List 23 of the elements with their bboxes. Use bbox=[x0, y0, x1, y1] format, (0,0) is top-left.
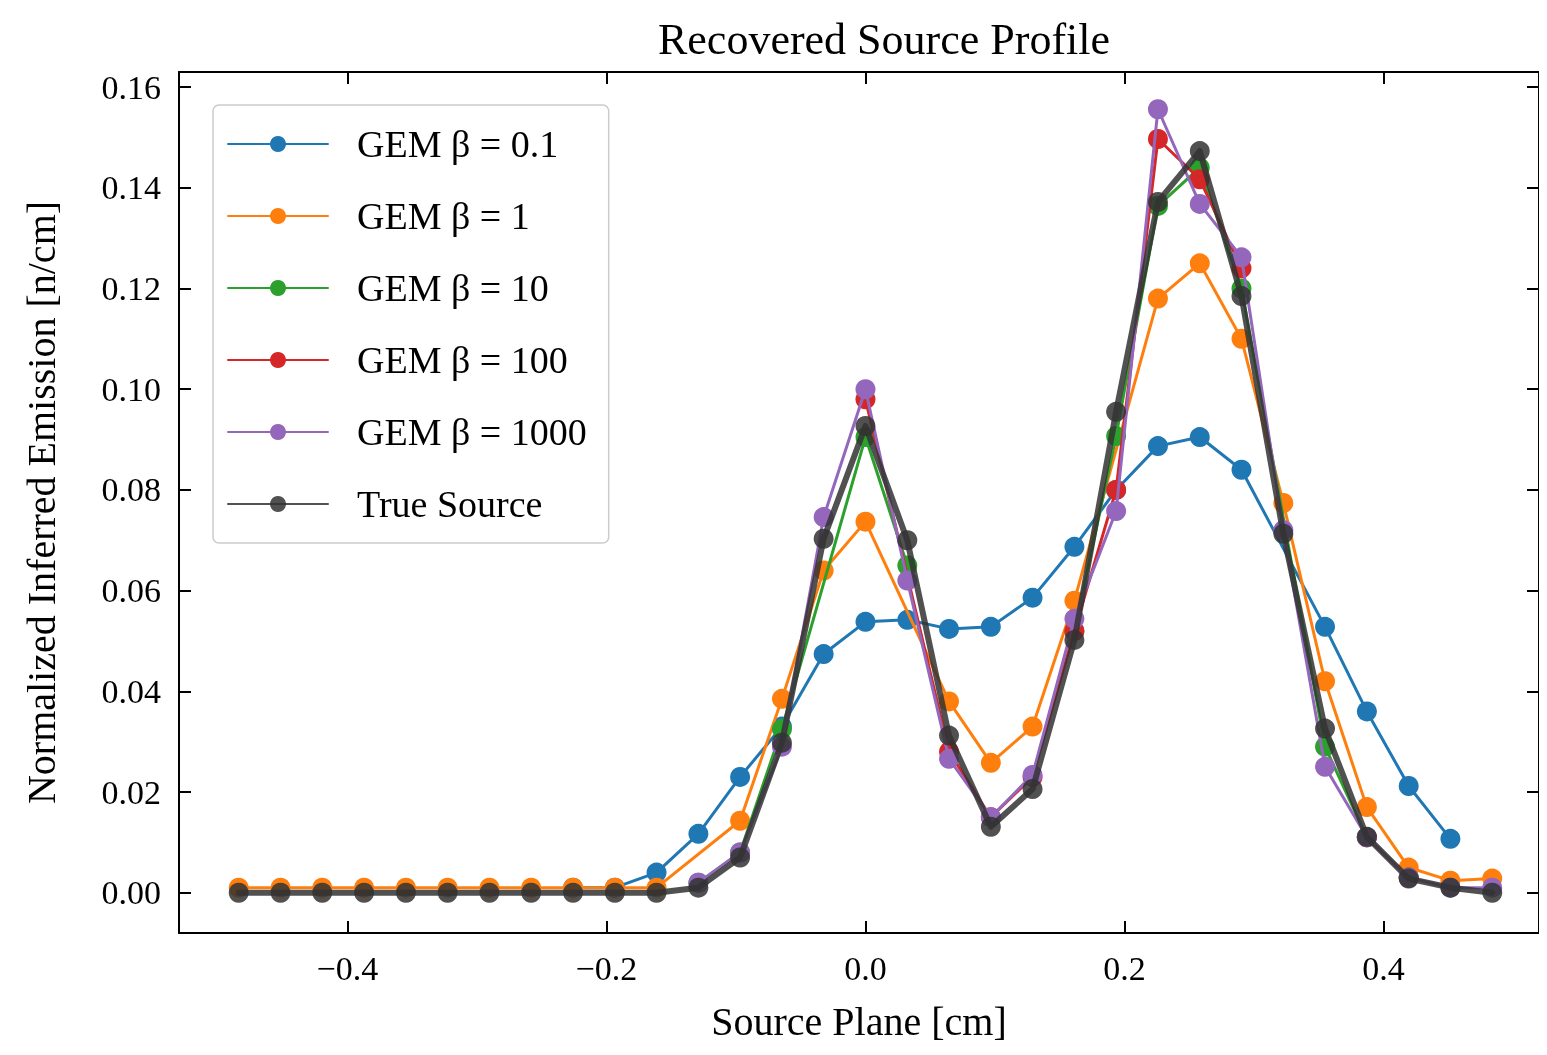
y-tick-label: 0.02 bbox=[101, 773, 161, 811]
legend-label: GEM β = 10 bbox=[357, 267, 549, 309]
x-tick-label: 0.4 bbox=[1362, 949, 1405, 987]
y-tick-label: 0.06 bbox=[101, 572, 161, 610]
legend-label: GEM β = 1000 bbox=[357, 411, 587, 453]
legend-label: True Source bbox=[357, 483, 543, 525]
y-tick-label: 0.12 bbox=[101, 270, 161, 308]
legend-label: GEM β = 100 bbox=[357, 339, 568, 381]
legend-label: GEM β = 1 bbox=[357, 195, 530, 237]
y-tick-label: 0.04 bbox=[101, 672, 161, 710]
y-tick-label: 0.00 bbox=[101, 874, 161, 912]
y-tick-label: 0.08 bbox=[101, 471, 161, 509]
x-axis-title: Source Plane [cm] bbox=[711, 998, 1007, 1044]
y-tick-label: 0.10 bbox=[101, 370, 161, 408]
x-tick-label: 0.0 bbox=[844, 949, 887, 987]
legend-label: GEM β = 0.1 bbox=[357, 123, 559, 165]
x-tick-label: −0.2 bbox=[575, 949, 638, 987]
x-tick-label: 0.2 bbox=[1103, 949, 1146, 987]
x-tick-label: −0.4 bbox=[316, 949, 379, 987]
chart-title: Recovered Source Profile bbox=[657, 14, 1111, 64]
y-tick-label: 0.16 bbox=[101, 68, 161, 106]
y-axis-title: Normalized Inferred Emission [n/cm] bbox=[18, 200, 64, 805]
y-tick-label: 0.14 bbox=[101, 169, 161, 207]
